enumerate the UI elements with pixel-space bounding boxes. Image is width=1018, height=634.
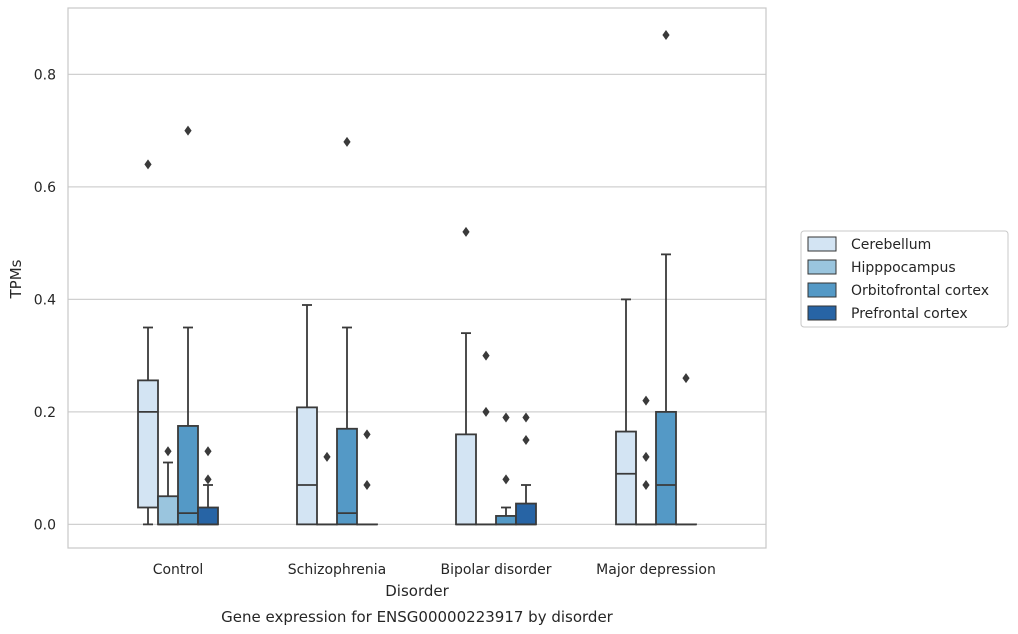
legend-swatch — [807, 259, 837, 275]
box-iqr — [655, 410, 677, 526]
outlier-point — [482, 350, 490, 361]
y-tick-label: 0.6 — [34, 180, 56, 196]
box-orbitofrontal-cortex — [336, 136, 358, 526]
outlier-point — [662, 30, 670, 40]
outlier-point — [462, 226, 470, 237]
x-tick-label: Bipolar disorder — [440, 562, 551, 578]
x-tick-label: Schizophrenia — [288, 562, 386, 578]
outlier-point — [363, 429, 371, 440]
x-axis-label: Disorder — [385, 582, 449, 600]
outlier-point — [682, 373, 690, 384]
legend-label: Hipppocampus — [851, 260, 956, 276]
box-prefrontal-cortex — [515, 412, 537, 526]
box-cerebellum — [455, 226, 477, 526]
y-tick-labels: 0.0 0.2 0.4 0.6 0.8 — [34, 67, 56, 533]
y-axis-label: TPMs — [7, 259, 25, 299]
box-iqr — [177, 425, 199, 526]
outlier-point — [184, 125, 192, 136]
plot-frame — [67, 7, 767, 549]
box-hipppocampus — [316, 451, 338, 526]
legend-label: Cerebellum — [851, 237, 931, 253]
box-iqr — [615, 430, 637, 526]
outlier-point — [642, 395, 650, 406]
box-prefrontal-cortex — [675, 373, 697, 526]
box-cerebellum — [615, 298, 637, 526]
outlier-point — [343, 136, 351, 147]
legend-swatch — [807, 282, 837, 298]
legend: Cerebellum Hipppocampus Orbitofrontal cort… — [800, 230, 1009, 328]
box-hipppocampus — [157, 446, 179, 526]
y-tick-label: 0.8 — [34, 67, 56, 83]
outlier-point — [502, 412, 510, 423]
chart-caption: Gene expression for ENSG00000223917 by d… — [221, 608, 614, 626]
box-iqr — [296, 406, 318, 526]
box-iqr — [197, 506, 219, 526]
box-hipppocampus — [475, 350, 497, 526]
outlier-point — [642, 451, 650, 462]
box-cerebellum — [296, 304, 318, 526]
outlier-point — [164, 446, 172, 457]
legend-swatch — [807, 305, 837, 321]
y-tick-label: 0.0 — [34, 517, 56, 533]
x-tick-labels: Control Schizophrenia Bipolar disorder Majo… — [153, 562, 716, 578]
outlier-point — [482, 406, 490, 417]
outlier-point — [363, 480, 371, 490]
outlier-point — [522, 412, 530, 423]
box-iqr — [157, 495, 179, 526]
box-iqr — [495, 515, 517, 526]
box-iqr — [515, 502, 537, 526]
legend-label: Prefrontal cortex — [851, 306, 968, 322]
box-orbitofrontal-cortex — [495, 412, 517, 526]
box-prefrontal-cortex — [356, 429, 378, 526]
box-iqr — [336, 427, 358, 526]
legend-label: Orbitofrontal cortex — [851, 283, 989, 299]
box-cerebellum — [137, 159, 159, 526]
box-iqr — [455, 433, 477, 526]
boxes — [137, 30, 697, 526]
outlier-point — [502, 474, 510, 485]
box-orbitofrontal-cortex — [177, 125, 199, 526]
box-prefrontal-cortex — [197, 446, 219, 526]
outlier-point — [642, 480, 650, 490]
outlier-point — [204, 474, 212, 485]
box-iqr — [137, 379, 159, 509]
outlier-point — [204, 446, 212, 457]
outlier-point — [323, 451, 331, 462]
box-orbitofrontal-cortex — [655, 30, 677, 526]
legend-frame — [800, 230, 1009, 328]
y-tick-label: 0.4 — [34, 292, 56, 308]
outlier-point — [144, 159, 152, 170]
outlier-point — [522, 435, 530, 445]
x-tick-label: Major depression — [596, 562, 716, 578]
box-hipppocampus — [635, 395, 657, 526]
x-tick-label: Control — [153, 562, 204, 578]
y-tick-label: 0.2 — [34, 405, 56, 421]
legend-swatch — [807, 236, 837, 252]
